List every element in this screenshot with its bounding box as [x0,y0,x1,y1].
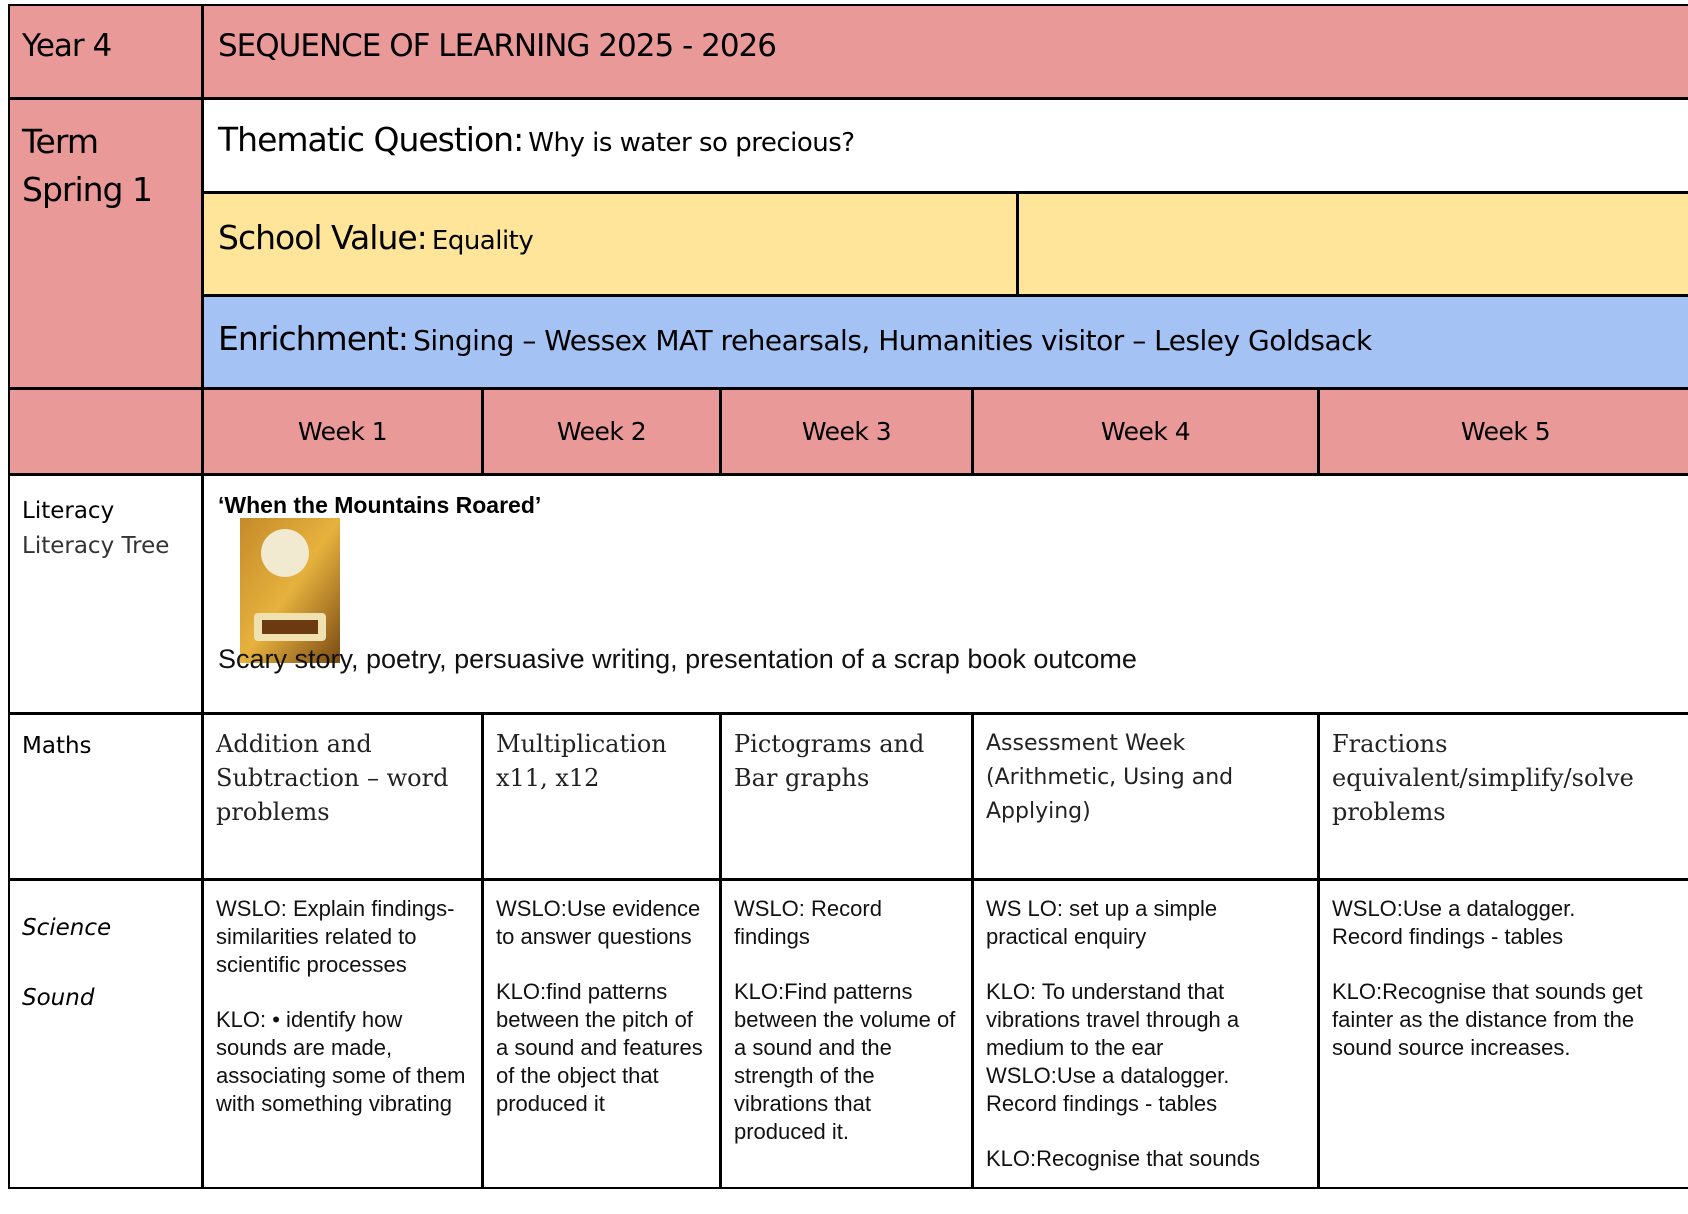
maths-text: Pictograms and Bar graphs [734,730,925,792]
line: WS LO: set up a simple practical enquiry [986,896,1218,949]
paragraph: KLO:find patterns between the pitch of a… [496,978,707,1118]
week-header: Week 2 [482,388,721,475]
subject: Maths [22,733,92,759]
science-cell: WSLO:Use evidence to answer questions KLO… [482,879,721,1189]
book-title: ‘When the Mountains Roared’ [218,492,542,518]
enrichment-text: Singing – Wessex MAT rehearsals, Humanit… [413,324,1372,357]
science-cell: WS LO: set up a simple practical enquiry… [972,879,1319,1189]
paragraph: KLO: • identify how sounds are made, ass… [216,1006,469,1118]
line: KLO: • identify how sounds are made, ass… [216,1007,466,1116]
science-cell: WSLO:Use a datalogger. Record findings - … [1318,879,1688,1189]
paragraph: KLO: To understand that vibrations trave… [986,978,1305,1118]
title: SEQUENCE OF LEARNING 2025 - 2026 [218,28,777,64]
paragraph: KLO:Recognise that sounds [986,1145,1305,1173]
paragraph: WSLO:Use evidence to answer questions [496,895,707,951]
maths-cell: Assessment Week (Arithmetic, Using and A… [972,713,1319,880]
line: Record findings - tables [1332,924,1564,949]
enrichment-label: Enrichment: [218,319,409,358]
maths-cell: Addition and Subtraction – word problems [202,713,483,880]
science-text: WSLO:Use a datalogger. Record findings - … [1320,881,1688,1103]
line: WSLO:Use a datalogger. [1332,896,1576,921]
value-text: Equality [431,226,534,256]
book-cover [240,518,340,663]
year: Year 4 [22,28,112,64]
line: KLO:Recognise that sounds [986,1146,1260,1171]
maths-text: Addition and Subtraction – word problems [216,730,449,826]
line: WSLO: Explain findings- similarities rel… [216,896,455,977]
maths-cell: Multiplication x11, x12 [482,713,721,880]
maths-text: Assessment Week (Arithmetic, Using and A… [986,731,1234,824]
science-text: WSLO: Record findings KLO:Find patterns b… [722,881,971,1187]
subject: Literacy [22,498,115,524]
line: WSLO:Use evidence to answer questions [496,896,701,949]
paragraph: WS LO: set up a simple practical enquiry [986,895,1305,951]
science-cell: WSLO: Record findings KLO:Find patterns b… [720,879,973,1189]
paragraph: KLO:Find patterns between the volume of … [734,978,959,1146]
line: WSLO:Use a datalogger. Record findings -… [986,1063,1230,1116]
maths-cell: Fractions equivalent/simplify/solve prob… [1318,713,1688,880]
science-text: WS LO: set up a simple practical enquiry… [974,881,1317,1214]
maths-text: Multiplication x11, x12 [496,730,667,792]
thematic-label: Thematic Question: [218,120,524,159]
paragraph: KLO:Recognise that sounds get fainter as… [1332,978,1679,1062]
thematic-text: Why is water so precious? [528,128,855,158]
subject: Science [22,915,112,941]
term-cell: Term Spring 1 [8,98,203,389]
enrichment-cell: Enrichment: Singing – Wessex MAT rehears… [202,295,1688,389]
corner-cell [8,388,203,475]
thematic-cell: Thematic Question: Why is water so preci… [202,98,1688,193]
term-name: Spring 1 [22,170,153,209]
title-cell: SEQUENCE OF LEARNING 2025 - 2026 [202,4,1688,99]
line: KLO:find patterns between the pitch of a… [496,979,703,1116]
maths-subject-cell: Maths [8,713,203,880]
maths-text: Fractions equivalent/simplify/solve prob… [1332,730,1634,826]
provider: Literacy Tree [22,533,170,559]
science-text: WSLO:Use evidence to answer questions KLO… [484,881,719,1159]
paragraph: WSLO:Use a datalogger. Record findings - … [1332,895,1679,951]
line: KLO:Find patterns between the volume of … [734,979,956,1144]
science-text: WSLO: Explain findings- similarities rel… [204,881,481,1159]
week-header: Week 4 [972,388,1319,475]
line: KLO: To understand that vibrations trave… [986,979,1240,1060]
literacy-subject-cell: Literacy Literacy Tree [8,474,203,714]
paragraph: WSLO: Record findings [734,895,959,951]
literacy-description: Scary story, poetry, persuasive writing,… [218,644,1137,674]
paragraph: WSLO: Explain findings- similarities rel… [216,895,469,979]
maths-cell: Pictograms and Bar graphs [720,713,973,880]
literacy-cell: ‘When the Mountains Roared’ Scary story,… [202,474,1688,714]
week-header: Week 1 [202,388,483,475]
page: Year 4 SEQUENCE OF LEARNING 2025 - 2026 … [8,4,1688,1189]
science-subject-cell: Science Sound [8,879,203,1189]
value-label: School Value: [218,218,428,257]
value-cell: School Value: Equality [202,192,1018,296]
science-cell: WSLO: Explain findings- similarities rel… [202,879,483,1189]
topic: Sound [22,985,95,1011]
line: WSLO: Record findings [734,896,882,949]
week-header: Week 3 [720,388,973,475]
line: KLO:Recognise that sounds get fainter as… [1332,979,1643,1060]
value-empty-cell [1017,192,1688,296]
year-cell: Year 4 [8,4,203,99]
week-header: Week 5 [1318,388,1688,475]
term-label: Term [22,122,99,161]
